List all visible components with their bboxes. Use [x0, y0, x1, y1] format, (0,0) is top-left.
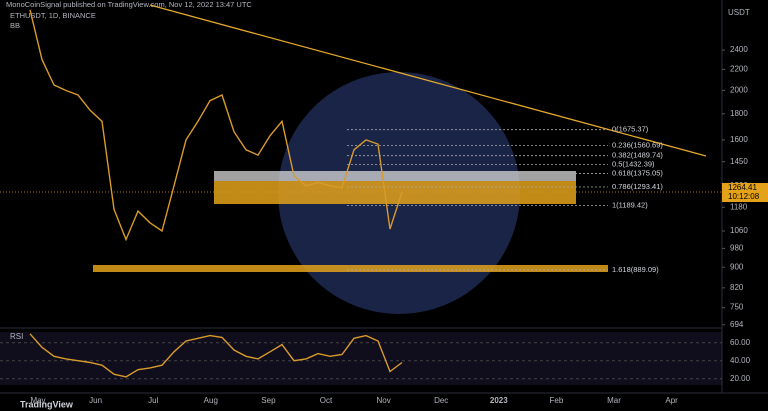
publisher: MonoCoinSignal published on TradingView.…	[6, 0, 252, 9]
fib-label: 1.618(889.09)	[612, 265, 659, 274]
x-tick-label: Dec	[434, 396, 448, 405]
fib-label: 0(1675.37)	[612, 125, 649, 134]
rsi-title: RSI	[10, 332, 23, 341]
currency: USDT	[728, 8, 750, 17]
support-zone	[214, 181, 576, 204]
y-tick-label: 820	[730, 283, 744, 292]
x-tick-label: Mar	[607, 396, 621, 405]
x-tick-label: Apr	[665, 396, 678, 405]
y-tick-label: 980	[730, 244, 744, 253]
indicator: BB	[10, 21, 20, 30]
x-tick-label: Nov	[376, 396, 390, 405]
x-tick-label: Feb	[550, 396, 564, 405]
x-tick-label: Jul	[148, 396, 158, 405]
y-tick-label: 1450	[730, 157, 748, 166]
rsi-band	[0, 332, 722, 385]
y-tick-label: 1060	[730, 226, 748, 235]
price-line	[29, 9, 403, 242]
footer: TradingView	[20, 399, 74, 409]
y-tick-label: 2000	[730, 86, 748, 95]
y-tick-label: 1800	[730, 109, 748, 118]
x-tick-label: Oct	[320, 396, 333, 405]
rsi-tick-label: 20.00	[730, 374, 751, 383]
y-tick-label: 900	[730, 262, 744, 271]
y-tick-label: 750	[730, 303, 744, 312]
fib-label: 0.618(1375.05)	[612, 168, 663, 177]
y-tick-label: 1180	[730, 202, 748, 211]
fib-label: 0.786(1293.41)	[612, 182, 663, 191]
rsi-tick-label: 60.00	[730, 338, 751, 347]
last-price-badge	[722, 182, 768, 202]
y-tick-label: 2400	[730, 45, 748, 54]
x-tick-label: Sep	[261, 396, 276, 405]
rsi-tick-label: 40.00	[730, 356, 751, 365]
resistance-zone	[214, 171, 576, 181]
x-tick-label: Jun	[89, 396, 102, 405]
trend-line	[149, 4, 707, 157]
x-tick-label: Aug	[204, 396, 218, 405]
fib-label: 0.382(1489.74)	[612, 151, 663, 160]
countdown: 10:12:08	[728, 192, 760, 201]
last-price: 1264.41	[728, 183, 757, 192]
price-line	[29, 333, 403, 378]
y-tick-label: 2200	[730, 65, 748, 74]
y-tick-label: 1600	[730, 135, 748, 144]
symbol: ETHUSDT, 1D, BINANCE	[10, 11, 96, 20]
target-zone	[93, 265, 608, 272]
fib-label: 0.236(1560.69)	[612, 140, 663, 149]
x-tick-label: 2023	[490, 396, 508, 405]
x-tick-label: May	[30, 396, 45, 405]
fib-label: 1(1189.42)	[612, 201, 648, 210]
y-tick-label: 694	[730, 320, 744, 329]
fib-label: 0.5(1432.39)	[612, 159, 655, 168]
